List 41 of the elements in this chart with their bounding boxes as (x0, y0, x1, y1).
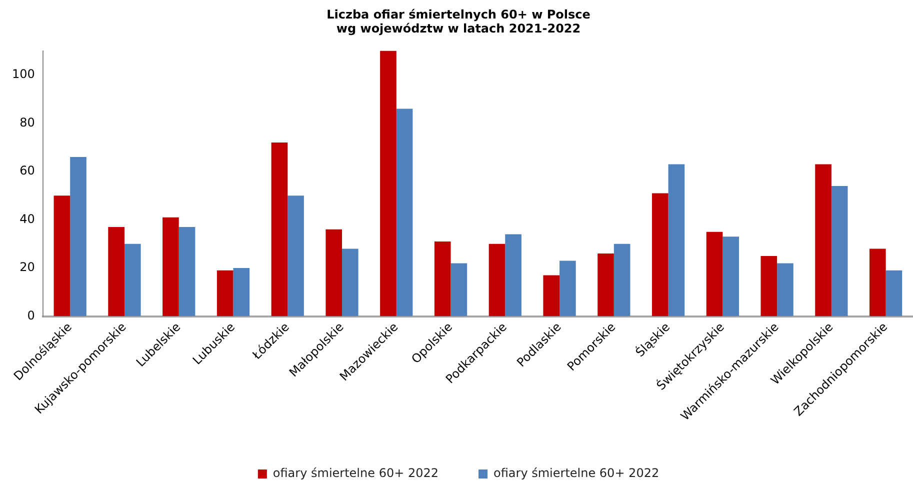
y-tick-label: 80 (20, 115, 35, 130)
bar (543, 275, 560, 316)
bar (869, 248, 886, 316)
bar (652, 193, 668, 316)
bar (288, 196, 304, 316)
bar (886, 270, 902, 316)
bar (108, 226, 124, 316)
bar (396, 108, 413, 316)
bar (434, 241, 451, 316)
chart-title: Liczba ofiar śmiertelnych 60+ w Polsce wg województw w latach 2021-2022 (326, 7, 590, 36)
bar (326, 229, 342, 316)
bar (488, 244, 506, 316)
bar (380, 50, 396, 316)
bar (668, 164, 685, 316)
bar (342, 248, 358, 316)
bar (706, 232, 723, 316)
bar (560, 260, 576, 316)
bar (831, 186, 848, 316)
y-tick-label: 0 (27, 308, 35, 322)
bar (124, 244, 141, 316)
bar (216, 270, 234, 316)
bar (178, 226, 196, 316)
bar (54, 196, 70, 316)
bar (505, 234, 522, 316)
legend-label: ofiary śmiertelne 60+ 2022 (272, 466, 439, 480)
bar (162, 217, 179, 316)
bar (450, 263, 468, 316)
y-tick-label: 40 (20, 212, 35, 226)
bar (614, 244, 630, 316)
legend-label: ofiary śmiertelne 60+ 2022 (494, 466, 660, 480)
bar (271, 142, 288, 316)
y-tick-label: 60 (20, 164, 35, 178)
bar (70, 156, 86, 316)
y-tick-label: 100 (12, 67, 35, 82)
bar (777, 263, 794, 316)
y-tick-label: 20 (20, 260, 35, 274)
bar (722, 236, 739, 316)
bar (598, 254, 614, 316)
bar (815, 164, 832, 316)
bar (760, 256, 778, 316)
bar (233, 268, 250, 316)
